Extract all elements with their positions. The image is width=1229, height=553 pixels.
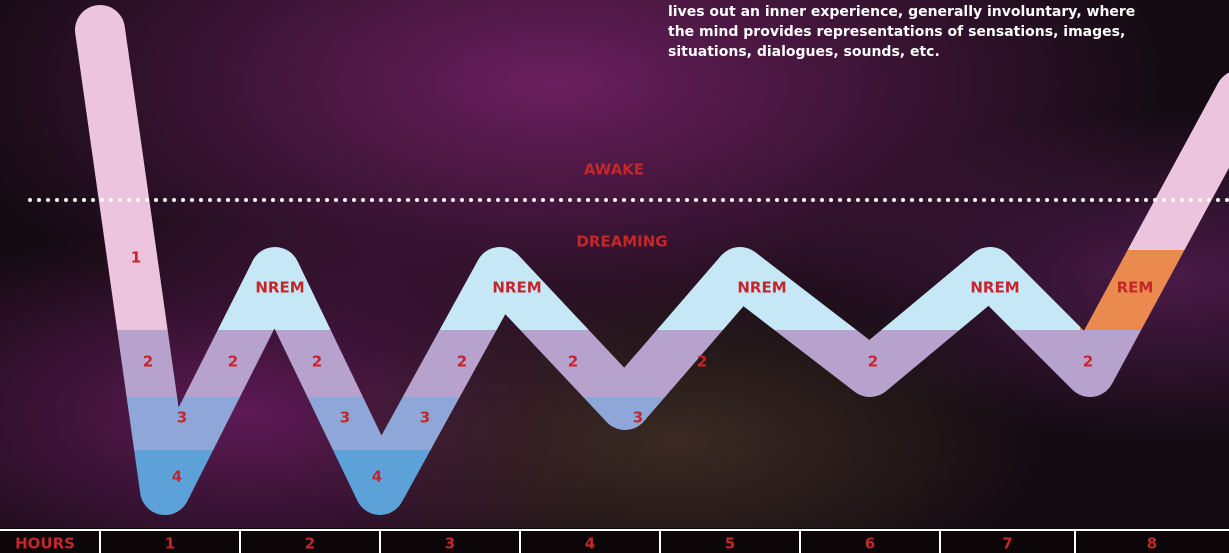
stage-label: 3 <box>420 409 430 427</box>
band-stage-3 <box>0 397 1229 450</box>
band-awake-start <box>0 0 175 330</box>
hour-label: 4 <box>585 535 595 553</box>
stage-label: 2 <box>1083 353 1093 371</box>
hour-label: 3 <box>445 535 455 553</box>
stage-label: 3 <box>340 409 350 427</box>
stage-label: 4 <box>372 468 382 486</box>
band-nrem <box>0 0 1229 330</box>
stage-label: 2 <box>868 353 878 371</box>
stage-label: 3 <box>633 409 643 427</box>
description-line: situations, dialogues, sounds, etc. <box>668 44 940 60</box>
hour-label: 2 <box>305 535 315 553</box>
stage-label: NREM <box>492 279 541 297</box>
description-line: lives out an inner experience, generally… <box>668 4 1135 20</box>
hour-label: 6 <box>865 535 875 553</box>
dreaming-label: DREAMING <box>576 233 667 251</box>
stage-label: 2 <box>312 353 322 371</box>
stage-label: 2 <box>568 353 578 371</box>
stage-label: NREM <box>970 279 1019 297</box>
stage-label: 2 <box>143 353 153 371</box>
awake-label: AWAKE <box>584 161 644 179</box>
stage-label: 2 <box>697 353 707 371</box>
stage-label: 2 <box>228 353 238 371</box>
hour-label: 5 <box>725 535 735 553</box>
stage-label: 1 <box>131 249 141 267</box>
stage-label: NREM <box>255 279 304 297</box>
band-rem <box>1080 250 1229 330</box>
stage-label: 2 <box>457 353 467 371</box>
hours-axis-band <box>0 528 1229 553</box>
hours-axis: HOURS 1 2 3 4 5 6 7 8 <box>15 530 1157 553</box>
stage-label: 3 <box>177 409 187 427</box>
stage-label: REM <box>1117 279 1154 297</box>
hour-label: 8 <box>1147 535 1157 553</box>
description-line: the mind provides representations of sen… <box>668 24 1125 40</box>
description: lives out an inner experience, generally… <box>668 4 1135 60</box>
hour-label: 1 <box>165 535 175 553</box>
stage-label: NREM <box>737 279 786 297</box>
stage-labels: 1 2 3 4 2 NREM 2 3 4 3 2 NREM 2 3 2 NREM 2 NREM 2 REM <box>131 249 1154 486</box>
band-stage-2 <box>0 330 1229 397</box>
hours-title: HOURS <box>15 535 75 553</box>
hour-label: 7 <box>1002 535 1012 553</box>
band-awake-end <box>1080 0 1229 250</box>
stage-label: 4 <box>172 468 182 486</box>
